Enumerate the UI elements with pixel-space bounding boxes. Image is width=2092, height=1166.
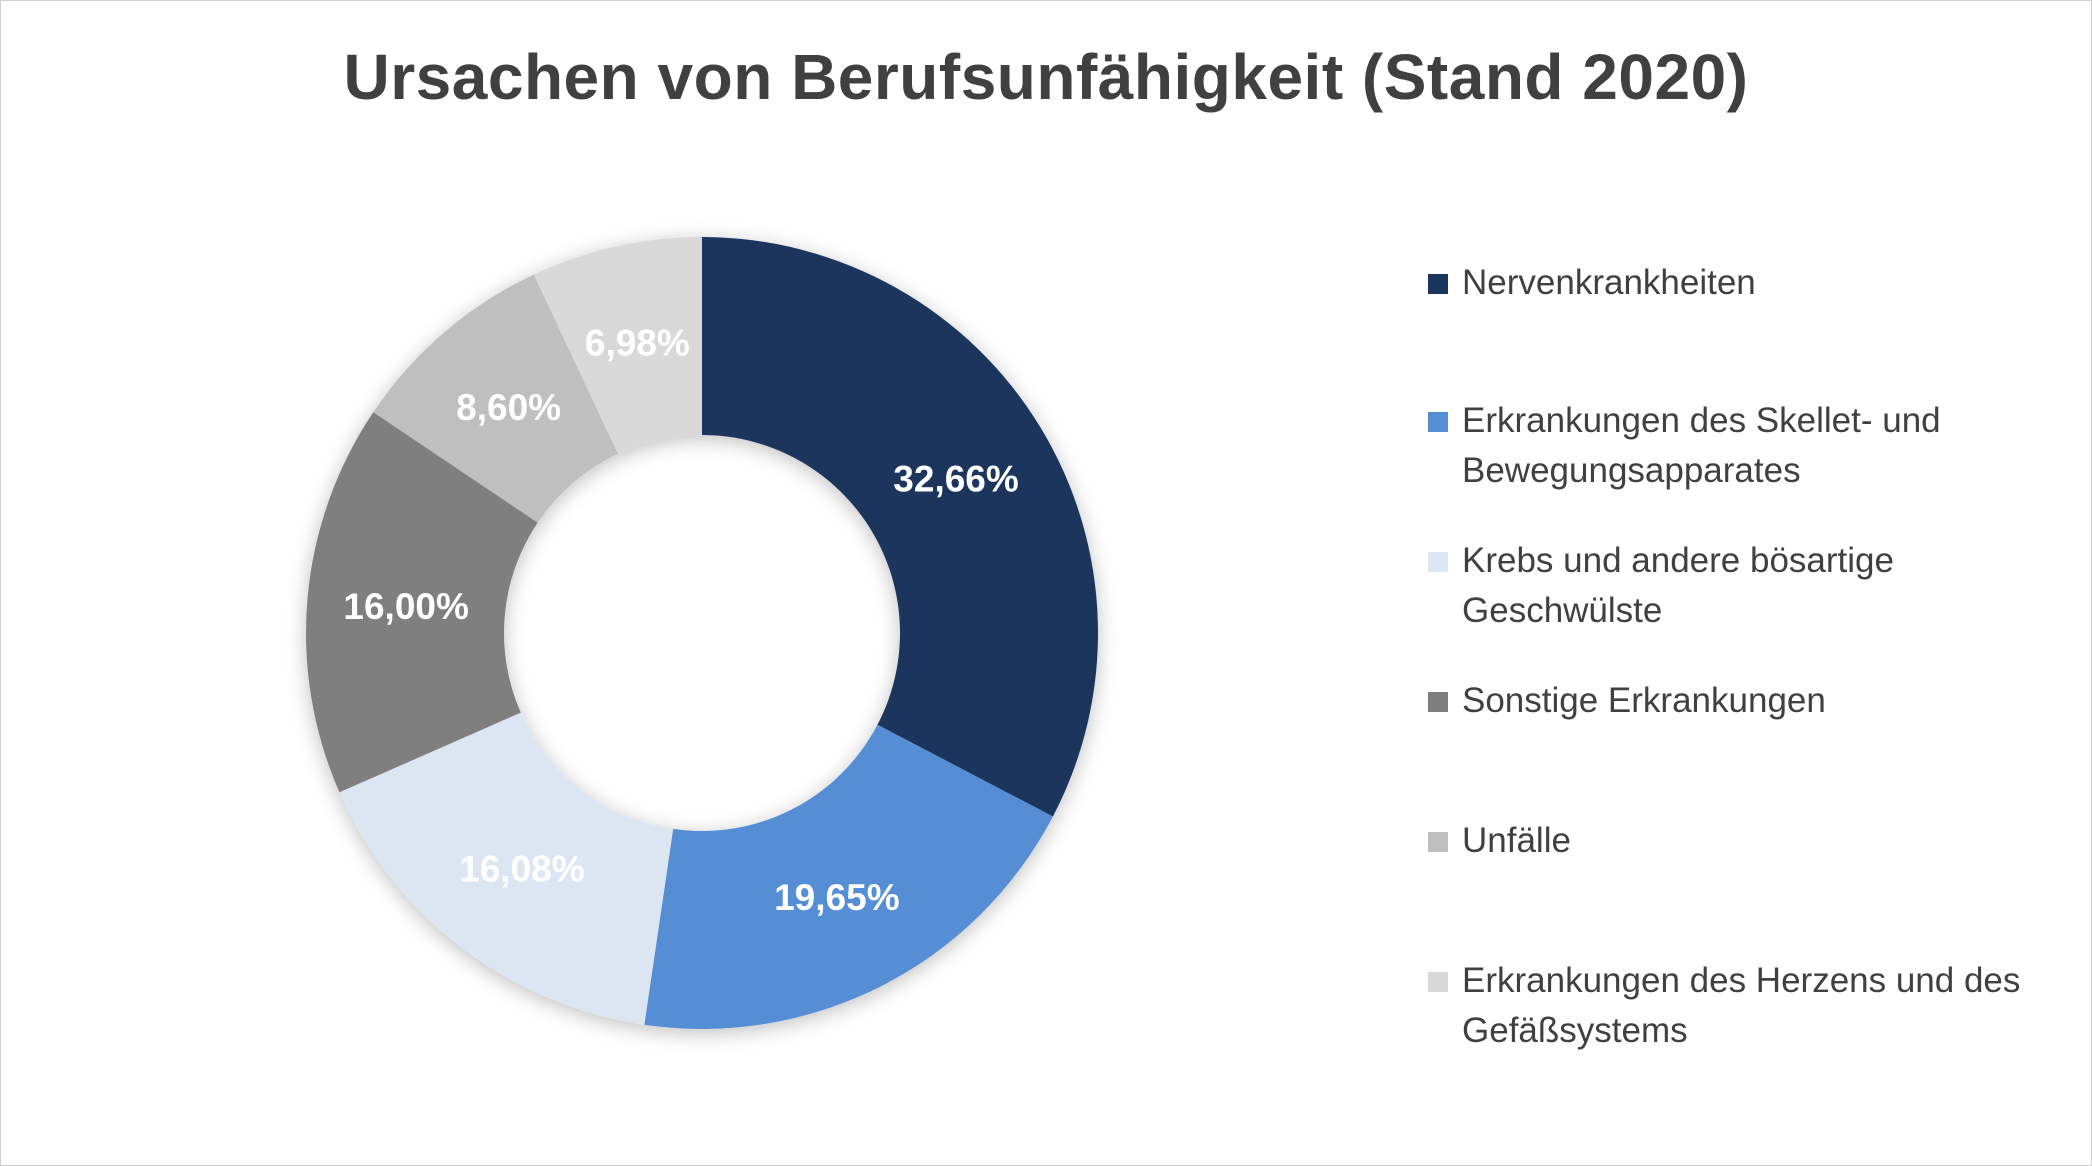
legend-label: Erkrankungen des Herzens und des Gefäßsy… <box>1462 961 2021 1050</box>
legend-label: Erkrankungen des Skellet- und Bewegungsa… <box>1462 401 1941 490</box>
legend-swatch <box>1428 832 1448 852</box>
legend-swatch <box>1428 692 1448 712</box>
slice-erkrankungen-des-herzens-und-des-gefäßsystems <box>533 237 702 454</box>
data-label-sonstige-erkrankungen: 16,00% <box>343 586 469 627</box>
legend-label: Sonstige Erkrankungen <box>1462 681 1826 720</box>
legend-label: Unfälle <box>1462 821 1571 860</box>
legend-label: Nervenkrankheiten <box>1462 263 1756 302</box>
legend-swatch <box>1428 552 1448 572</box>
slice-krebs-und-andere-bösartige-geschwülste <box>339 712 674 1025</box>
donut-slices <box>305 237 1098 1029</box>
slice-nervenkrankheiten <box>702 237 1098 817</box>
data-label-erkrankungen-des-skellet-und-bewegungsapparates: 19,65% <box>774 877 900 918</box>
slice-sonstige-erkrankungen <box>305 412 538 793</box>
donut-data-labels: 32,66% 19,65% 16,08% 16,00% 8,60% 6,98% <box>343 323 1018 918</box>
legend-swatch <box>1428 972 1448 992</box>
legend-swatch <box>1428 274 1448 294</box>
legend-swatch <box>1428 412 1448 432</box>
data-label-erkrankungen-des-herzens-und-des-gefäßsystems: 6,98% <box>585 323 690 364</box>
data-label-nervenkrankheiten: 32,66% <box>893 459 1019 500</box>
legend-label: Krebs und andere bösartige Geschwülste <box>1462 541 1894 630</box>
slice-erkrankungen-des-skellet-und-bewegungsapparates <box>644 724 1053 1029</box>
data-label-unfälle: 8,60% <box>456 387 561 428</box>
slice-unfälle <box>373 274 618 523</box>
data-label-krebs-und-andere-bösartige-geschwülste: 16,08% <box>459 849 585 890</box>
chart-title: Ursachen von Berufsunfähigkeit (Stand 20… <box>343 41 1749 113</box>
